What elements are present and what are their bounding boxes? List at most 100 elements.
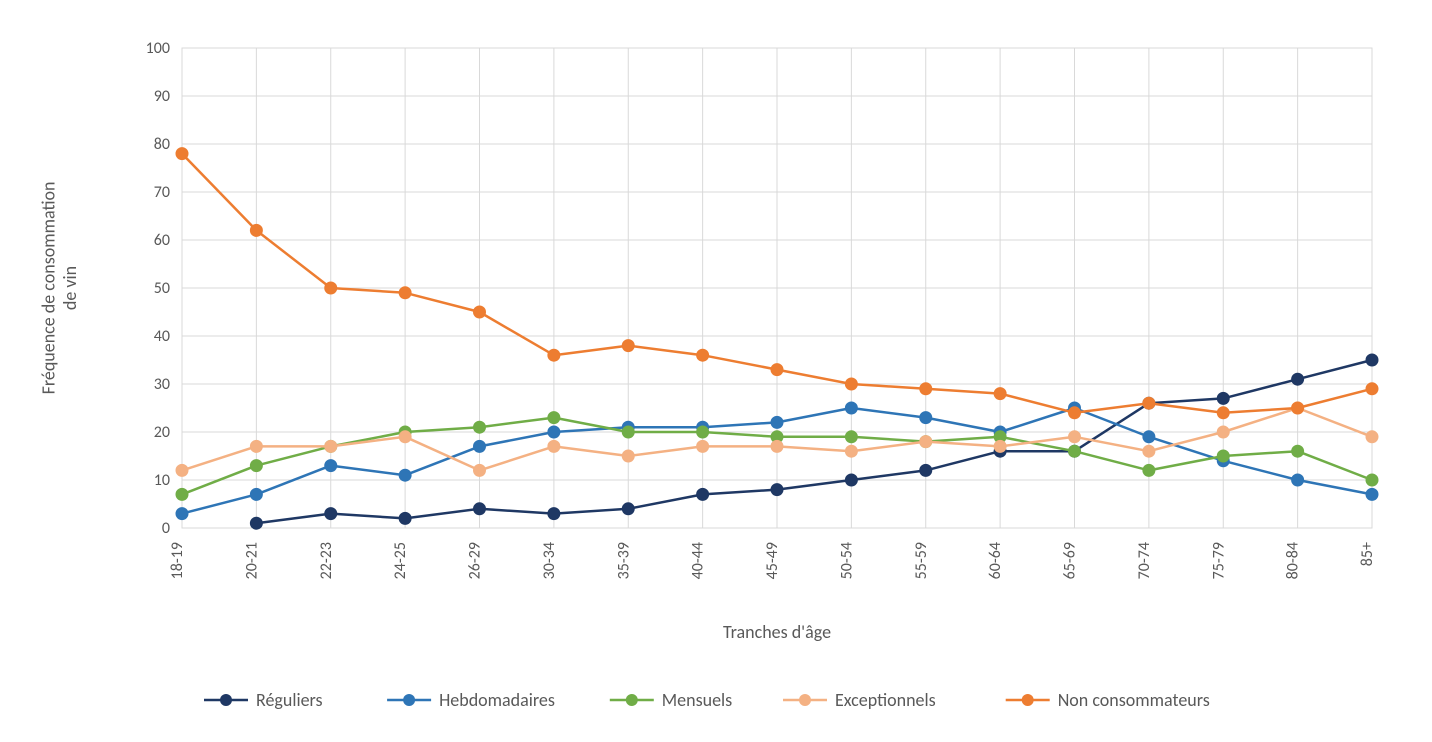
series-marker (325, 282, 337, 294)
y-tick-label: 10 (154, 471, 170, 490)
series-marker (1069, 407, 1081, 419)
series-marker (325, 508, 337, 520)
y-tick-label: 30 (154, 375, 170, 394)
series-marker (697, 488, 709, 500)
series-marker (1366, 383, 1378, 395)
series-marker (250, 224, 262, 236)
x-tick-label: 45-49 (763, 542, 782, 579)
series-marker (474, 440, 486, 452)
series-marker (1069, 445, 1081, 457)
y-tick-label: 50 (154, 279, 170, 298)
series-marker (1143, 397, 1155, 409)
series-marker (474, 503, 486, 515)
x-tick-label: 55-59 (912, 542, 931, 579)
legend-marker (403, 694, 415, 706)
series-marker (399, 512, 411, 524)
y-tick-label: 60 (154, 231, 170, 250)
series-marker (399, 287, 411, 299)
series-marker (1292, 474, 1304, 486)
series-marker (474, 464, 486, 476)
legend-label: Hebdomadaires (439, 689, 555, 711)
legend-marker (220, 694, 232, 706)
series-marker (250, 488, 262, 500)
x-tick-label: 35-39 (614, 542, 633, 579)
series-marker (176, 508, 188, 520)
series-marker (622, 340, 634, 352)
series-marker (920, 412, 932, 424)
series-marker (325, 460, 337, 472)
series-marker (1143, 431, 1155, 443)
series-marker (1217, 392, 1229, 404)
series-marker (1143, 445, 1155, 457)
x-tick-label: 80-84 (1284, 542, 1303, 579)
series-marker (1292, 402, 1304, 414)
series-marker (845, 402, 857, 414)
x-tick-label: 26-29 (466, 542, 485, 579)
y-tick-label: 40 (154, 327, 170, 346)
x-tick-label: 50-54 (837, 542, 856, 579)
series-marker (1366, 488, 1378, 500)
series-marker (845, 474, 857, 486)
x-tick-label: 18-19 (168, 542, 187, 579)
y-tick-label: 20 (154, 423, 170, 442)
y-tick-label: 100 (146, 39, 170, 58)
series-marker (845, 445, 857, 457)
x-tick-label: 65-69 (1061, 542, 1080, 579)
legend-label: Exceptionnels (835, 689, 936, 711)
series-marker (1217, 450, 1229, 462)
legend-marker (799, 694, 811, 706)
legend-marker (1022, 694, 1034, 706)
x-tick-label: 85+ (1358, 542, 1377, 566)
legend-label: Réguliers (256, 689, 323, 711)
legend-label: Mensuels (662, 689, 732, 711)
series-marker (474, 421, 486, 433)
series-marker (1069, 431, 1081, 443)
series-marker (1143, 464, 1155, 476)
series-marker (548, 412, 560, 424)
x-tick-label: 20-21 (242, 542, 261, 579)
series-marker (845, 431, 857, 443)
y-tick-label: 90 (154, 87, 170, 106)
series-marker (771, 440, 783, 452)
series-marker (548, 349, 560, 361)
series-marker (325, 440, 337, 452)
x-tick-label: 75-79 (1209, 542, 1228, 579)
series-marker (920, 436, 932, 448)
series-marker (250, 460, 262, 472)
series-marker (994, 440, 1006, 452)
series-marker (176, 464, 188, 476)
y-tick-label: 80 (154, 135, 170, 154)
series-marker (250, 517, 262, 529)
series-marker (920, 383, 932, 395)
x-axis-title: Tranches d'âge (723, 621, 831, 643)
series-marker (176, 488, 188, 500)
series-marker (399, 431, 411, 443)
y-tick-label: 0 (162, 519, 170, 538)
series-marker (697, 349, 709, 361)
series-marker (622, 450, 634, 462)
series-marker (697, 426, 709, 438)
series-marker (1366, 474, 1378, 486)
x-tick-label: 22-23 (317, 542, 336, 579)
chart-background (0, 0, 1432, 742)
y-tick-label: 70 (154, 183, 170, 202)
series-marker (771, 416, 783, 428)
series-marker (697, 440, 709, 452)
series-marker (1217, 407, 1229, 419)
x-tick-label: 24-25 (391, 542, 410, 579)
series-marker (622, 426, 634, 438)
legend-label: Non consommateurs (1058, 689, 1210, 711)
series-marker (548, 508, 560, 520)
series-marker (548, 426, 560, 438)
series-marker (1366, 354, 1378, 366)
series-marker (399, 469, 411, 481)
x-tick-label: 70-74 (1135, 542, 1154, 579)
legend-marker (626, 694, 638, 706)
series-marker (474, 306, 486, 318)
series-marker (1217, 426, 1229, 438)
chart-container: 0 10 20 30 40 50 60 70 80 90 100 18-19 20-21 22-23 24-… (0, 0, 1432, 742)
series-marker (1292, 373, 1304, 385)
x-tick-label: 40-44 (689, 542, 708, 579)
series-marker (1366, 431, 1378, 443)
series-marker (176, 148, 188, 160)
